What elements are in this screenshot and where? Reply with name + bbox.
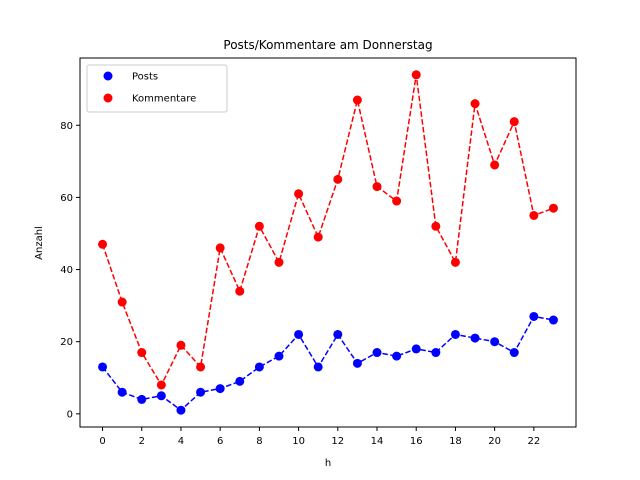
point-kommentare-15 [392,196,402,206]
x-tick-label-22: 22 [527,436,540,447]
y-tick-label-80: 80 [60,121,73,132]
point-kommentare-12 [333,174,343,184]
x-tick-label-8: 8 [256,436,262,447]
legend: Posts Kommentare [86,64,228,113]
point-posts-11 [313,362,323,372]
plot-frame [79,57,577,428]
legend-box [86,64,228,113]
point-kommentare-16 [411,70,421,80]
point-kommentare-13 [352,95,362,105]
point-posts-17 [431,348,441,358]
x-tick-label-18: 18 [449,436,462,447]
point-kommentare-6 [215,243,225,253]
legend-marker-posts [103,71,113,81]
point-posts-20 [490,337,500,347]
point-kommentare-5 [196,362,206,372]
point-posts-13 [352,358,362,368]
point-kommentare-3 [156,380,166,390]
y-tick-label-40: 40 [60,265,73,276]
point-kommentare-19 [470,99,480,109]
point-kommentare-9 [274,257,284,267]
chart-title: Posts/Kommentare am Donnerstag [223,38,432,52]
point-posts-10 [294,329,304,339]
point-posts-9 [274,351,284,361]
point-kommentare-18 [450,257,460,267]
point-posts-23 [548,315,558,325]
legend-label-kommentare: Kommentare [132,94,196,105]
legend-label-posts: Posts [132,72,158,83]
point-posts-21 [509,348,519,358]
point-kommentare-14 [372,182,382,192]
point-kommentare-22 [529,210,539,220]
point-kommentare-1 [117,297,127,307]
point-posts-16 [411,344,421,354]
point-posts-12 [333,329,343,339]
x-tick-label-0: 0 [99,436,105,447]
point-kommentare-20 [490,160,500,170]
y-tick-label-20: 20 [60,337,73,348]
point-posts-6 [215,384,225,394]
series-line-kommentare [101,74,554,387]
point-posts-0 [98,362,108,372]
x-axis-ticks: 0 2 4 6 8 10 12 14 16 18 20 22 [99,427,540,447]
legend-marker-kommentare [103,93,113,103]
point-posts-18 [450,329,460,339]
plot-series [98,70,558,415]
point-posts-3 [156,391,166,401]
y-axis-ticks: 0 20 40 60 80 [60,121,80,420]
point-kommentare-8 [254,221,264,231]
x-axis-label: h [325,458,331,469]
point-posts-4 [176,405,186,415]
x-tick-label-16: 16 [410,436,423,447]
point-posts-1 [117,387,127,397]
point-kommentare-2 [137,348,147,358]
point-posts-5 [196,387,206,397]
point-kommentare-21 [509,117,519,127]
point-posts-2 [137,394,147,404]
point-kommentare-7 [235,286,245,296]
y-axis-label: Anzahl [34,226,45,260]
point-posts-8 [254,362,264,372]
point-kommentare-23 [548,203,558,213]
point-posts-22 [529,311,539,321]
x-tick-label-20: 20 [488,436,501,447]
x-tick-label-10: 10 [292,436,305,447]
y-tick-label-0: 0 [67,409,73,420]
point-kommentare-17 [431,221,441,231]
x-tick-label-2: 2 [139,436,145,447]
point-kommentare-10 [294,189,304,199]
x-tick-label-4: 4 [178,436,184,447]
y-tick-label-60: 60 [60,193,73,204]
x-tick-label-14: 14 [371,436,384,447]
point-posts-7 [235,376,245,386]
point-kommentare-4 [176,340,186,350]
point-kommentare-0 [98,239,108,249]
point-posts-14 [372,348,382,358]
x-tick-label-12: 12 [331,436,344,447]
point-posts-19 [470,333,480,343]
point-posts-15 [392,351,402,361]
x-tick-label-6: 6 [217,436,223,447]
point-kommentare-11 [313,232,323,242]
